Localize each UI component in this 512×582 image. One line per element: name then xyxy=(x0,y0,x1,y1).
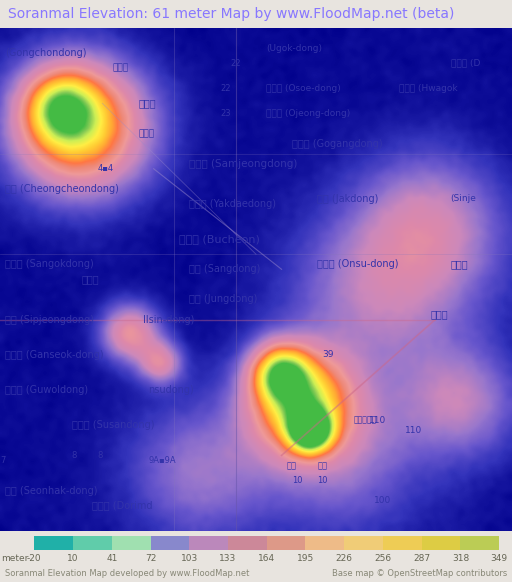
Bar xyxy=(267,536,306,551)
Text: 인천분기점: 인천분기점 xyxy=(353,416,376,425)
Bar xyxy=(344,536,383,551)
Bar xyxy=(228,536,267,551)
Text: Soranmal Elevation: 61 meter Map by www.FloodMap.net (beta): Soranmal Elevation: 61 meter Map by www.… xyxy=(8,7,454,21)
Text: 8: 8 xyxy=(97,451,102,460)
Text: 오정동 (Ojeong-dong): 오정동 (Ojeong-dong) xyxy=(266,109,351,118)
Text: 온수동 (Onsu-dong): 온수동 (Onsu-dong) xyxy=(317,259,399,269)
Text: (Sinje: (Sinje xyxy=(451,194,477,203)
Text: 10: 10 xyxy=(67,555,79,563)
Text: 산전: 산전 xyxy=(317,461,328,470)
Text: -20: -20 xyxy=(27,555,41,563)
Bar xyxy=(151,536,189,551)
Text: 삼정동 (Samjeongdong): 삼정동 (Samjeongdong) xyxy=(189,159,298,169)
Text: 작전동: 작전동 xyxy=(138,129,154,138)
Text: 195: 195 xyxy=(297,555,314,563)
Text: Base map © OpenStreetMap contributors: Base map © OpenStreetMap contributors xyxy=(332,569,507,578)
Text: 349: 349 xyxy=(490,555,508,563)
Text: Soranmal Elevation Map developed by www.FloodMap.net: Soranmal Elevation Map developed by www.… xyxy=(5,569,249,578)
Text: 9A▪9A: 9A▪9A xyxy=(148,456,176,465)
Text: 23: 23 xyxy=(220,109,231,118)
Text: 악대동 (Yakdaedong): 악대동 (Yakdaedong) xyxy=(189,199,276,209)
Text: 4▪4: 4▪4 xyxy=(97,164,113,173)
Bar xyxy=(112,536,151,551)
Text: 광명시: 광명시 xyxy=(430,310,447,320)
Bar xyxy=(460,536,499,551)
Text: 10: 10 xyxy=(292,476,303,485)
Text: 수산동 (Susandong): 수산동 (Susandong) xyxy=(72,420,154,430)
Text: 도신동 (D: 도신동 (D xyxy=(451,59,480,68)
Bar xyxy=(306,536,344,551)
Text: 226: 226 xyxy=(336,555,353,563)
Text: 103: 103 xyxy=(181,555,198,563)
Text: 22: 22 xyxy=(230,59,241,68)
Text: 287: 287 xyxy=(413,555,430,563)
Text: 8: 8 xyxy=(72,451,77,460)
Text: meter: meter xyxy=(1,555,28,563)
Text: 256: 256 xyxy=(374,555,392,563)
Text: 상동 (Sangdong): 상동 (Sangdong) xyxy=(189,264,261,274)
Text: 133: 133 xyxy=(219,555,237,563)
Text: 산곡동 (Sangokdong): 산곡동 (Sangokdong) xyxy=(5,259,94,269)
Text: 화곡동 (Hwagok: 화곡동 (Hwagok xyxy=(399,84,458,93)
Text: (Ugok-dong): (Ugok-dong) xyxy=(266,44,322,52)
Text: 110: 110 xyxy=(404,425,422,435)
Bar xyxy=(383,536,422,551)
Text: 전동 (Cheongcheondong): 전동 (Cheongcheondong) xyxy=(5,184,119,194)
Text: Ilsin-dong): Ilsin-dong) xyxy=(143,315,195,325)
Text: 100: 100 xyxy=(374,496,391,505)
Text: 임학동: 임학동 xyxy=(113,63,129,73)
Text: 부천시 (Bucheon): 부천시 (Bucheon) xyxy=(179,234,260,244)
Text: 구월동 (Guwoldong): 구월동 (Guwoldong) xyxy=(5,385,88,395)
Text: nsudong): nsudong) xyxy=(148,385,194,395)
Text: 간석동 (Ganseok-dong): 간석동 (Ganseok-dong) xyxy=(5,350,104,360)
Text: 계양구: 계양구 xyxy=(138,98,156,108)
Text: 구로구: 구로구 xyxy=(451,259,468,269)
Text: 110: 110 xyxy=(369,416,386,425)
Text: 부평구: 부평구 xyxy=(82,274,99,285)
Text: 중동 (Jungdong): 중동 (Jungdong) xyxy=(189,294,258,304)
Text: 전악 (Seonhak-dong): 전악 (Seonhak-dong) xyxy=(5,485,98,495)
Text: 39: 39 xyxy=(323,350,334,359)
Text: 정동 (Sipjeongdong): 정동 (Sipjeongdong) xyxy=(5,315,94,325)
Text: 신전: 신전 xyxy=(287,461,297,470)
Text: 7: 7 xyxy=(0,456,5,465)
Text: 22: 22 xyxy=(220,84,231,93)
Text: 오시동 (Osoe-dong): 오시동 (Osoe-dong) xyxy=(266,84,341,93)
Bar xyxy=(73,536,112,551)
Text: (Gongchondong): (Gongchondong) xyxy=(5,48,87,58)
Text: 도림동 (Dorimd: 도림동 (Dorimd xyxy=(92,501,153,510)
Text: 164: 164 xyxy=(258,555,275,563)
Text: 10: 10 xyxy=(317,476,328,485)
Bar xyxy=(422,536,460,551)
Bar xyxy=(189,536,228,551)
Text: 고강동 (Gogangdong): 고강동 (Gogangdong) xyxy=(292,139,382,148)
Text: 41: 41 xyxy=(106,555,117,563)
Text: 직동 (Jakdong): 직동 (Jakdong) xyxy=(317,194,379,204)
Text: 72: 72 xyxy=(145,555,156,563)
Bar xyxy=(34,536,73,551)
Text: 318: 318 xyxy=(452,555,469,563)
